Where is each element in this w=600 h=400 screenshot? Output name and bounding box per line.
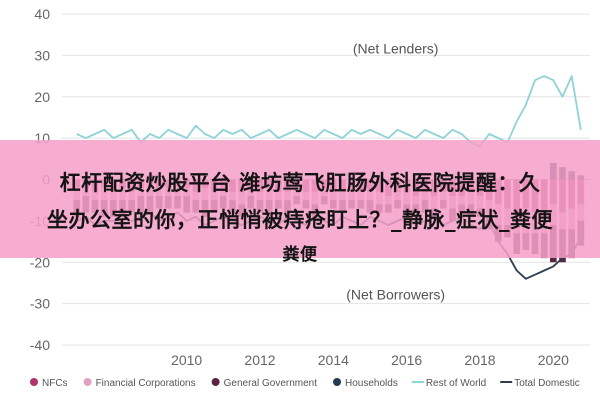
banner-line-2: 坐办公室的你，正悄悄被痔疮盯上？_静脉_症状_粪便 xyxy=(47,208,553,232)
banner-line-3: 粪便 xyxy=(282,245,318,265)
y-tick-label: -40 xyxy=(30,337,50,353)
series-line xyxy=(76,75,582,148)
x-tick-label: 2018 xyxy=(464,352,495,368)
y-tick-label: 30 xyxy=(34,47,50,63)
legend-swatch xyxy=(30,378,38,386)
legend-swatch xyxy=(211,378,220,386)
legend-swatch xyxy=(333,378,342,386)
legend-label: Households xyxy=(345,378,398,389)
x-tick-label: 2010 xyxy=(171,352,202,368)
x-axis-ticks: 2010 2012 2014 2016 2018 2020 xyxy=(171,352,569,368)
annotation-net-lenders: (Net Lenders) xyxy=(353,40,439,56)
x-tick-label: 2020 xyxy=(538,352,569,368)
annotation-net-borrowers: (Net Borrowers) xyxy=(346,286,445,302)
y-tick-label: 20 xyxy=(34,89,50,105)
overlay-banner: 杠杆配资炒股平台 潍坊莺飞肛肠外科医院提醒：久 坐办公室的你，正悄悄被痔疮盯上？… xyxy=(0,140,600,265)
legend-label: Financial Corporations xyxy=(96,378,196,389)
legend: NFCs Financial Corporations General Govern… xyxy=(30,378,580,389)
x-tick-label: 2016 xyxy=(391,352,422,368)
x-tick-label: 2012 xyxy=(244,352,275,368)
banner-line-1: 杠杆配资炒股平台 潍坊莺飞肛肠外科医院提醒：久 xyxy=(59,171,541,195)
y-tick-label: -30 xyxy=(30,296,50,312)
y-tick-label: -20 xyxy=(30,254,50,270)
y-tick-label: 40 xyxy=(34,6,50,22)
legend-label: General Government xyxy=(224,378,318,389)
legend-label: Total Domestic xyxy=(514,378,580,389)
legend-label: Rest of World xyxy=(426,378,486,389)
legend-swatch xyxy=(83,378,92,386)
legend-label: NFCs xyxy=(42,378,68,389)
x-tick-label: 2014 xyxy=(318,352,349,368)
annotations: (Net Lenders) (Net Borrowers) xyxy=(346,40,445,302)
